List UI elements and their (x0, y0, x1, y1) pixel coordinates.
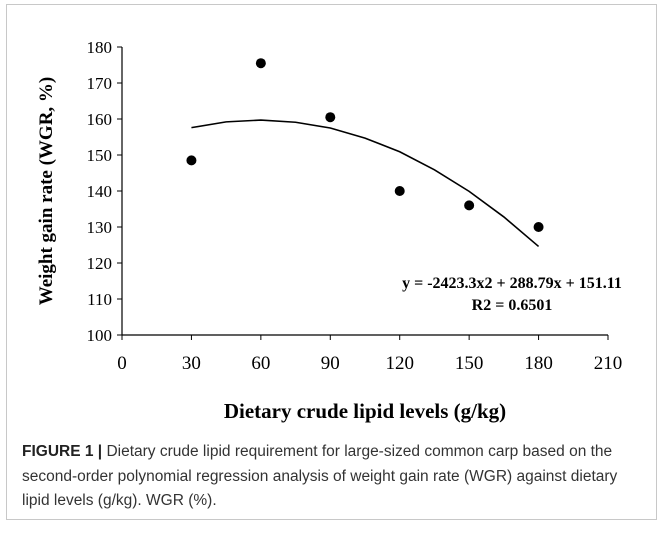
y-tick-label: 140 (87, 182, 113, 201)
y-tick-label: 160 (87, 110, 113, 129)
caption: FIGURE 1 | Dietary crude lipid requireme… (22, 440, 642, 514)
y-tick-label: 110 (87, 290, 112, 309)
y-tick-label: 120 (87, 254, 113, 273)
caption-text: Dietary crude lipid requirement for larg… (22, 443, 618, 509)
x-tick-label: 180 (524, 353, 553, 374)
x-tick-label: 0 (117, 353, 127, 374)
x-tick-label: 120 (385, 353, 414, 374)
x-axis-label: Dietary crude lipid levels (g/kg) (224, 399, 506, 423)
y-tick-label: 130 (87, 218, 113, 237)
x-tick-label: 210 (594, 353, 623, 374)
y-tick-label: 170 (87, 74, 113, 93)
equation: R2 = 0.6501 (472, 297, 553, 314)
point (464, 200, 475, 211)
x-tick-label: 150 (455, 353, 484, 374)
y-tick-label: 150 (87, 146, 113, 165)
x-tick-label: 60 (251, 353, 270, 374)
x-tick-label: 90 (321, 353, 340, 374)
fit-curve (191, 119, 540, 248)
chart: Dietary crude lipid levels (g/kg) Weight… (36, 38, 623, 423)
point (255, 58, 266, 69)
x-tick-label: 30 (182, 353, 201, 374)
caption-label: FIGURE 1 | (22, 443, 103, 460)
point (325, 112, 336, 123)
figure-frame (6, 4, 657, 520)
y-tick-label: 180 (87, 38, 113, 57)
y-tick-label: 100 (87, 326, 113, 345)
equation: y = -2423.3x2 + 288.79x + 151.11 (402, 275, 622, 292)
point (186, 155, 197, 166)
y-axis-label: Weight gain rate (WGR, %) (36, 77, 57, 306)
point (394, 186, 405, 196)
point (533, 222, 544, 232)
